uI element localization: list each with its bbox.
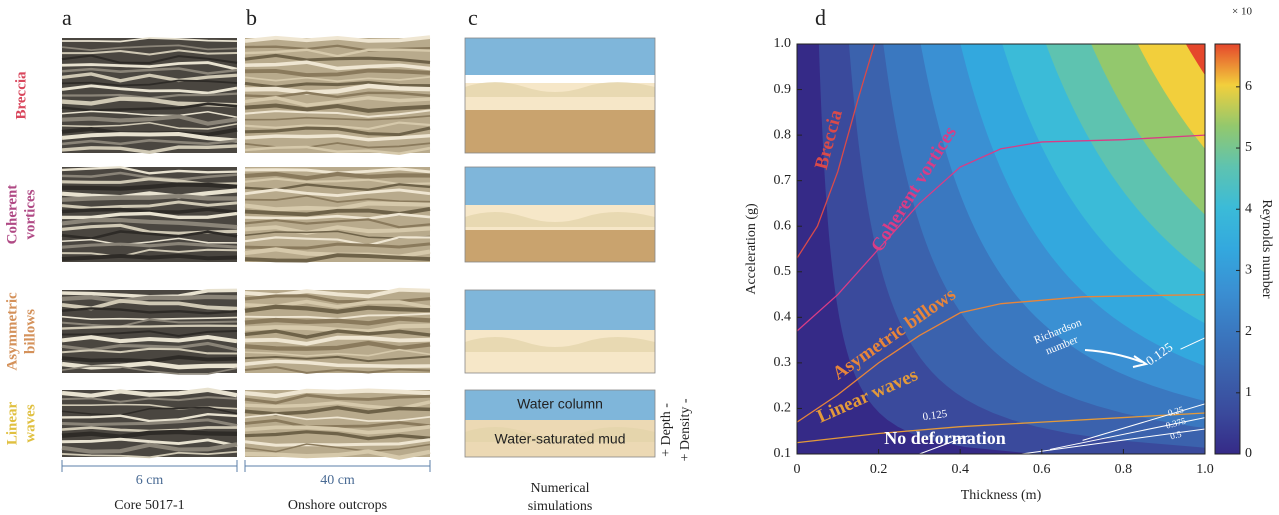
y-tick-label: 0.1 <box>774 446 792 461</box>
scale-bar <box>62 460 237 472</box>
y-tick-label: 0.9 <box>774 82 792 97</box>
y-axis-title: Acceleration (g) <box>744 203 759 295</box>
y-tick-label: 0.3 <box>774 355 792 370</box>
colorbar-multiplier: × 10 <box>1232 6 1252 18</box>
y-tick-label: 0.6 <box>774 218 792 233</box>
scale-length: 6 cm <box>136 473 164 488</box>
row-label-line: vortices <box>22 189 38 239</box>
y-tick-label: 0.2 <box>774 401 792 416</box>
scale-bar <box>245 460 430 472</box>
caption: simulations <box>528 499 593 514</box>
colorbar-tick-label: 3 <box>1245 263 1252 278</box>
colorbar-tick-label: 4 <box>1245 201 1252 216</box>
row-label-line: Breccia <box>13 71 29 120</box>
caption: Onshore outcrops <box>288 498 387 513</box>
row-label-line: Coherent <box>4 185 20 245</box>
caption: Numerical <box>530 481 589 496</box>
panel-label: b <box>246 5 257 30</box>
panel-label: a <box>62 5 72 30</box>
row-label: Breccia <box>13 71 29 120</box>
core-photo-texture <box>62 196 237 200</box>
row-label: Asymmetricbillows <box>4 292 38 371</box>
annotation: No deformation <box>884 428 1005 448</box>
x-tick-label: 0.6 <box>1033 462 1051 477</box>
core-photo-texture <box>62 256 237 259</box>
water <box>465 290 655 330</box>
x-tick-label: 0.2 <box>870 462 888 477</box>
colorbar-tick-label: 2 <box>1245 324 1252 339</box>
colorbar-tick-label: 0 <box>1245 446 1252 461</box>
row-label-line: Asymmetric <box>4 292 20 371</box>
mud-deep <box>465 110 655 153</box>
colorbar-tick-label: 5 <box>1245 140 1252 155</box>
caption: Core 5017-1 <box>114 498 184 513</box>
y-tick-label: 1.0 <box>774 36 792 51</box>
row-label-line: waves <box>22 404 38 442</box>
colorbar-tick-label: 6 <box>1245 79 1252 94</box>
x-tick-label: 0 <box>794 462 801 477</box>
mud-deep <box>465 230 655 262</box>
panel-label: c <box>468 5 478 30</box>
colorbar-tick-label: 1 <box>1245 385 1252 400</box>
water <box>465 38 655 75</box>
y-tick-label: 0.8 <box>774 127 792 142</box>
x-tick-label: 0.4 <box>951 462 969 477</box>
density-label: + Density - <box>678 398 693 461</box>
row-label-line: Linear <box>4 401 20 445</box>
figure: a b c d Breccia Coherentvortices Asymmetricbil… <box>0 0 1279 515</box>
schematic-mud: Water-saturated mud <box>495 431 626 447</box>
y-tick-label: 0.4 <box>774 310 792 325</box>
scale-length: 40 cm <box>320 473 355 488</box>
y-tick-label: 0.5 <box>774 264 792 279</box>
colorbar-title: Reynolds number <box>1259 199 1274 298</box>
gap <box>465 75 655 83</box>
depth-label: + Depth - <box>659 403 674 457</box>
panel-label: d <box>815 5 826 30</box>
x-tick-label: 1.0 <box>1196 462 1214 477</box>
x-tick-label: 0.8 <box>1115 462 1133 477</box>
row-label-line: billows <box>22 309 38 354</box>
schematic-water: Water column <box>517 396 603 412</box>
water <box>465 167 655 205</box>
x-axis-title: Thickness (m) <box>961 488 1042 503</box>
y-tick-label: 0.7 <box>774 173 792 188</box>
